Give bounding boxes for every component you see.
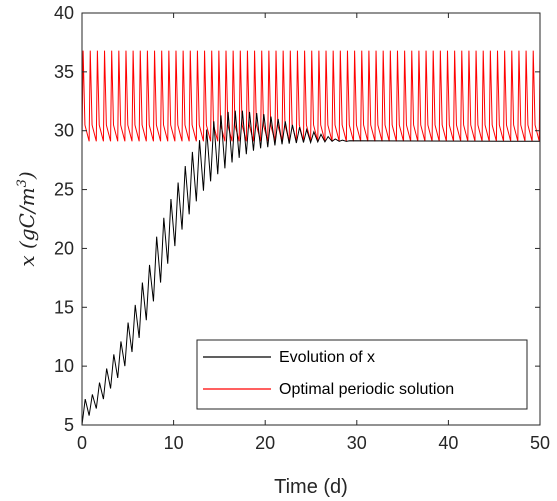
- legend-label-evolution: Evolution of x: [279, 349, 375, 366]
- y-tick-label: 30: [54, 121, 74, 141]
- legend-box: [196, 339, 528, 410]
- x-tick-label: 50: [530, 433, 550, 453]
- x-tick-label: 0: [77, 433, 87, 453]
- x-tick-label: 20: [255, 433, 275, 453]
- x-axis-label: Time (d): [274, 476, 348, 498]
- y-tick-label: 35: [54, 62, 74, 82]
- y-tick-label: 20: [54, 238, 74, 258]
- y-axis-label-exponent: 3: [15, 179, 30, 187]
- series-line-evolution: [81, 110, 541, 426]
- y-tick-label: 40: [54, 3, 74, 23]
- legend-label-periodic: Optimal periodic solution: [279, 381, 454, 398]
- series-line-periodic: [81, 50, 541, 142]
- x-tick-label: 30: [347, 433, 367, 453]
- x-tick-label: 40: [438, 433, 458, 453]
- y-tick-label: 15: [54, 297, 74, 317]
- legend: Evolution of x Optimal periodic solution: [196, 339, 528, 410]
- x-tick-label: 10: [164, 433, 184, 453]
- y-tick-label: 5: [64, 415, 74, 435]
- plot-frame: [81, 12, 541, 426]
- y-axis-label: x (gC/m3): [15, 171, 39, 266]
- y-tick-label: 25: [54, 180, 74, 200]
- y-tick-label: 10: [54, 356, 74, 376]
- tick-labels: 0 10 20 30 40 50 5 10 15 20 25 30 35 40: [54, 3, 550, 453]
- plot-lines: [81, 50, 541, 426]
